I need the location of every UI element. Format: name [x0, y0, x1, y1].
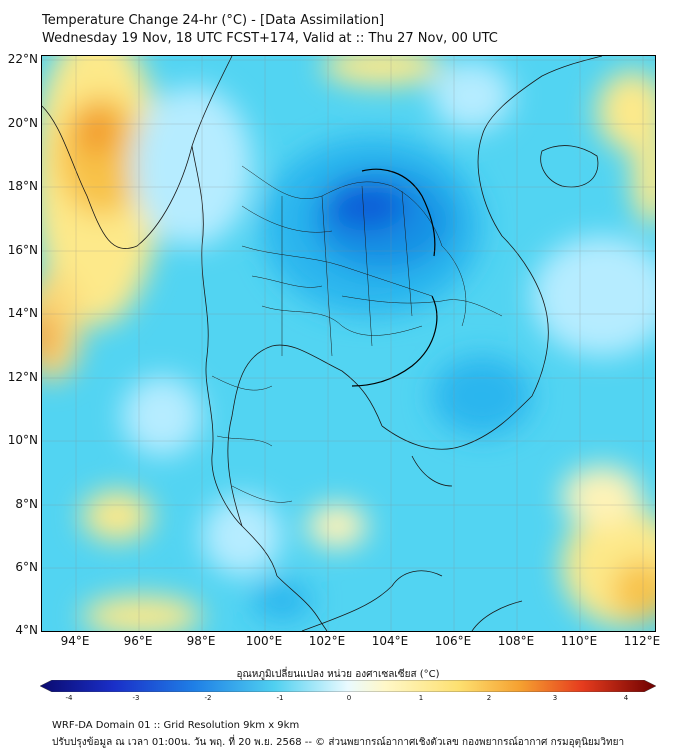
province-borders [211, 165, 503, 503]
lon-label-96e: 96°E [123, 634, 153, 648]
colorbar-tick-4: 4 [623, 694, 629, 702]
lon-label-108e: 108°E [497, 634, 535, 648]
temperature-blobs [42, 56, 655, 631]
colorbar [40, 680, 656, 692]
lon-label-112e: 112°E [623, 634, 661, 648]
country-borders [351, 168, 438, 387]
lon-label-98e: 98°E [186, 634, 216, 648]
lat-label-18n: 18°N [7, 179, 38, 193]
lon-label-106e: 106°E [434, 634, 472, 648]
lat-label-16n: 16°N [7, 243, 38, 257]
gridlines [42, 56, 655, 631]
colorbar-tick-0: 0 [346, 694, 352, 702]
colorbar-tick-m1: -1 [276, 694, 284, 702]
lat-label-8n: 8°N [15, 497, 38, 511]
colorbar-tick-1: 1 [418, 694, 424, 702]
colorbar-tick-3: 3 [552, 694, 558, 702]
temperature-change-map [41, 55, 656, 632]
colorbar-tick-m2: -2 [204, 694, 212, 702]
lat-label-22n: 22°N [7, 52, 38, 66]
lon-label-100e: 100°E [245, 634, 283, 648]
footer-model-info: WRF-DA Domain 01 :: Grid Resolution 9km … [52, 720, 300, 731]
colorbar-tick-m4: -4 [65, 694, 73, 702]
title-line-2: Wednesday 19 Nov, 18 UTC FCST+174, Valid… [42, 31, 498, 46]
lon-label-110e: 110°E [560, 634, 598, 648]
lon-label-104e: 104°E [371, 634, 409, 648]
lat-label-20n: 20°N [7, 116, 38, 130]
lon-label-102e: 102°E [308, 634, 346, 648]
title-line-1: Temperature Change 24-hr (°C) - [Data As… [42, 13, 385, 28]
colorbar-gradient [40, 680, 656, 692]
colorbar-tick-m3: -3 [132, 694, 140, 702]
colorbar-title: อุณหภูมิเปลี่ยนแปลง หน่วย องศาเซลเซียส (… [236, 669, 440, 680]
lat-label-12n: 12°N [7, 370, 38, 384]
lat-label-10n: 10°N [7, 433, 38, 447]
map-canvas [42, 56, 655, 631]
map-title: Temperature Change 24-hr (°C) - [Data As… [42, 12, 498, 48]
lat-label-6n: 6°N [15, 560, 38, 574]
lat-label-4n: 4°N [15, 623, 38, 637]
coastlines [42, 56, 603, 631]
lon-label-94e: 94°E [60, 634, 90, 648]
lat-label-14n: 14°N [7, 306, 38, 320]
colorbar-tick-2: 2 [486, 694, 492, 702]
footer-update-info: ปรับปรุงข้อมูล ณ เวลา 01:00น. วัน พฤ. ที… [52, 737, 625, 748]
